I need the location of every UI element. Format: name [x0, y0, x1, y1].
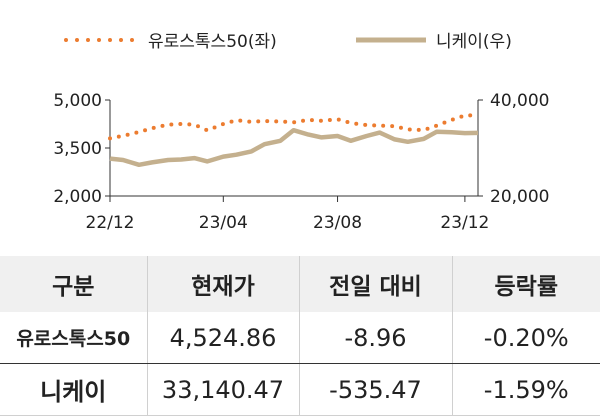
header-change: 전일 대비	[298, 256, 452, 312]
x-tick-label: 23/04	[199, 213, 248, 233]
row-change: -8.96	[298, 312, 452, 364]
price-summary-table: 구분 현재가 전일 대비 등락률 유로스톡스50 4,524.86 -8.96 …	[0, 256, 600, 416]
x-tick-label: 22/12	[86, 213, 135, 233]
row-rate: -1.59%	[451, 363, 600, 416]
chart-series	[108, 113, 480, 168]
series-line-nikkei	[109, 127, 479, 168]
row-price: 33,140.47	[146, 363, 299, 416]
table-row: 니케이 33,140.47 -535.47 -1.59%	[0, 363, 600, 416]
legend-label-eurostoxx50: 유로스톡스50(좌)	[148, 32, 277, 52]
table-header-row: 구분 현재가 전일 대비 등락률	[0, 256, 600, 312]
row-name: 니케이	[0, 363, 147, 416]
row-change: -535.47	[298, 363, 452, 416]
table-row: 유로스톡스50 4,524.86 -8.96 -0.20%	[0, 312, 600, 364]
row-rate: -0.20%	[451, 312, 600, 364]
line-chart: 유로스톡스50(좌) 니케이(우) 5,000 3,500 2,000 40,000 20…	[53, 32, 549, 233]
x-tick-label: 23/08	[313, 213, 362, 233]
row-name: 유로스톡스50	[0, 312, 147, 364]
chart-axes: 5,000 3,500 2,000 40,000 20,000 22/12 23/04 23/…	[53, 91, 549, 233]
left-y-tick-label: 5,000	[53, 91, 102, 111]
header-category: 구분	[0, 256, 147, 312]
x-tick-label: 23/12	[440, 213, 489, 233]
right-y-tick-label: 20,000	[490, 187, 549, 207]
legend-label-nikkei: 니케이(우)	[436, 32, 512, 52]
header-current-price: 현재가	[146, 256, 299, 312]
header-change-rate: 등락률	[451, 256, 600, 312]
right-y-tick-label: 40,000	[490, 91, 549, 111]
series-line-eurostoxx50	[108, 113, 480, 141]
left-y-tick-label: 3,500	[53, 139, 102, 159]
chart-legend: 유로스톡스50(좌) 니케이(우)	[64, 32, 512, 52]
row-price: 4,524.86	[146, 312, 299, 364]
left-y-tick-label: 2,000	[53, 187, 102, 207]
